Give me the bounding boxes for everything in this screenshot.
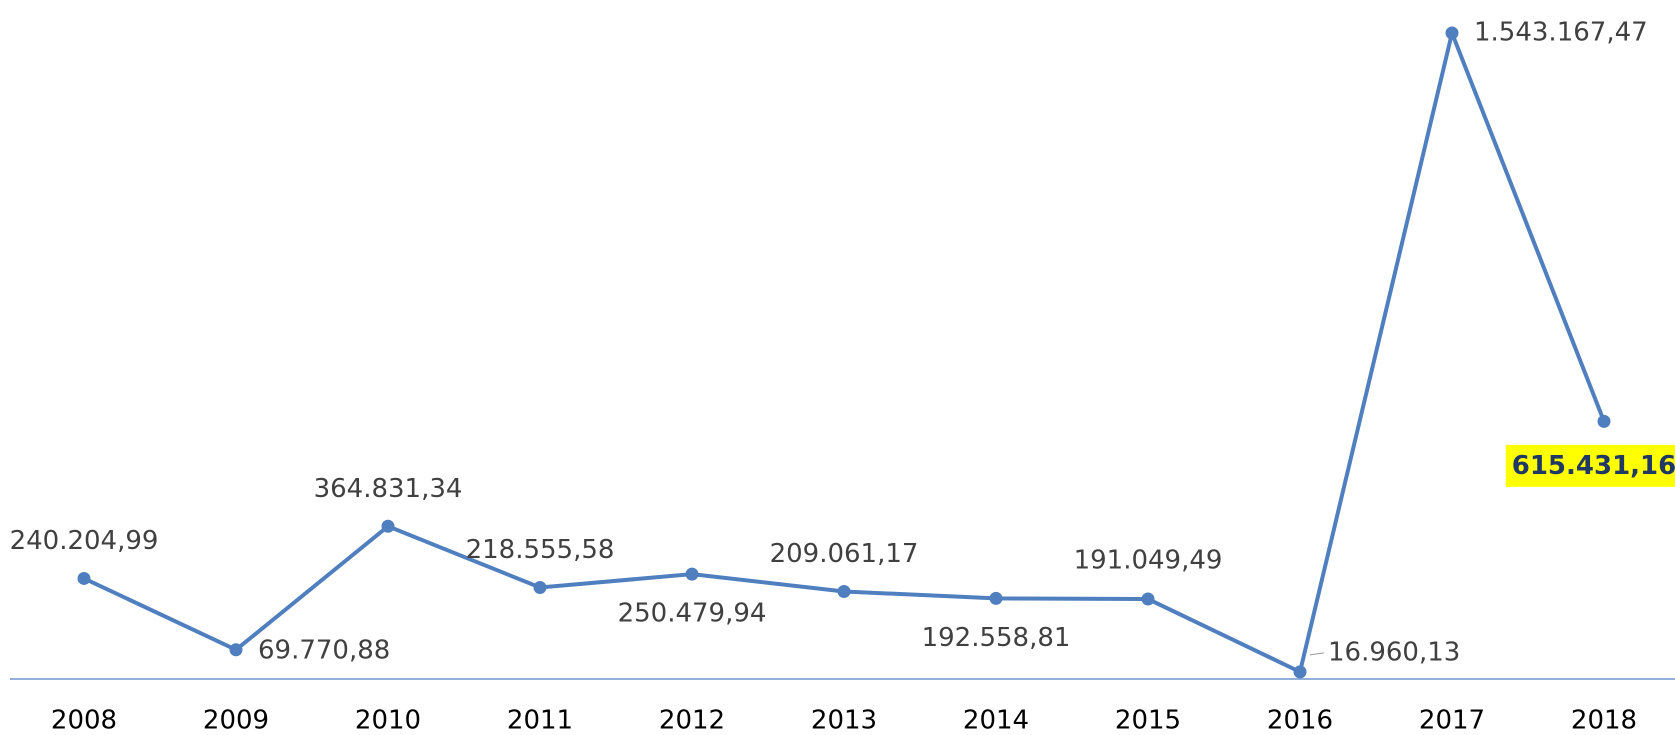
data-point	[534, 581, 547, 594]
value-label: 1.543.167,47	[1474, 18, 1648, 48]
data-point	[382, 520, 395, 533]
x-tick-label: 2008	[51, 706, 117, 735]
data-line	[84, 33, 1604, 672]
value-label: 191.049,49	[1074, 546, 1223, 576]
data-point	[990, 592, 1003, 605]
x-tick-label: 2016	[1267, 706, 1333, 735]
data-point	[78, 572, 91, 585]
data-point	[230, 643, 243, 656]
data-point	[1446, 27, 1459, 40]
value-label: 615.431,16	[1512, 451, 1675, 481]
data-point	[1598, 415, 1611, 428]
x-tick-label: 2012	[659, 706, 725, 735]
x-tick-label: 2010	[355, 706, 421, 735]
x-tick-label: 2018	[1571, 706, 1637, 735]
x-tick-label: 2014	[963, 706, 1029, 735]
value-label: 69.770,88	[258, 635, 390, 665]
x-tick-label: 2009	[203, 706, 269, 735]
data-point	[1294, 665, 1307, 678]
x-tick-label: 2011	[507, 706, 573, 735]
value-label: 209.061,17	[770, 539, 919, 569]
data-point	[838, 585, 851, 598]
value-label: 240.204,99	[10, 526, 159, 556]
x-tick-label: 2013	[811, 706, 877, 735]
value-label: 250.479,94	[618, 599, 767, 629]
value-label: 16.960,13	[1328, 637, 1460, 667]
x-tick-label: 2015	[1115, 706, 1181, 735]
value-label: 192.558,81	[922, 623, 1071, 653]
chart: 2008 240.204,99 2009 69.770,88 2010 364.831,3…	[0, 0, 1675, 735]
data-point	[686, 568, 699, 581]
value-label: 364.831,34	[314, 474, 463, 504]
data-point	[1142, 593, 1155, 606]
x-tick-label: 2017	[1419, 706, 1485, 735]
value-label: 218.555,58	[466, 535, 615, 565]
leader-line	[1310, 653, 1324, 655]
